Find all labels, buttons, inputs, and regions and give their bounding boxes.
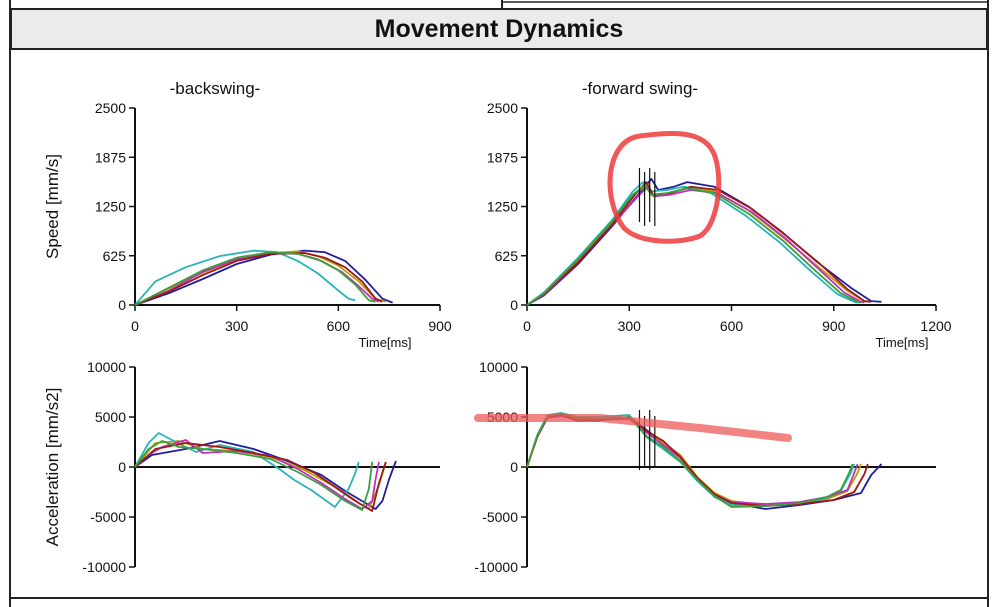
chart-title: -backswing- bbox=[170, 79, 261, 98]
series-line-trial-6 bbox=[134, 251, 376, 306]
header-bar bbox=[10, 8, 988, 50]
series-line-trial-5 bbox=[526, 181, 872, 306]
series-line-trial-6 bbox=[526, 184, 862, 306]
y-tick-label: -10000 bbox=[82, 559, 126, 575]
series-line-trial-4 bbox=[134, 252, 380, 306]
y-tick-label: 1250 bbox=[95, 199, 126, 215]
y-tick-label: 10000 bbox=[87, 359, 126, 375]
y-tick-label: -10000 bbox=[474, 559, 518, 575]
x-tick-label: 1200 bbox=[920, 318, 951, 334]
y-tick-label: -5000 bbox=[90, 509, 126, 525]
y-tick-label: 0 bbox=[118, 459, 126, 475]
series-line-trial-4 bbox=[134, 439, 380, 510]
series-line-trial-1 bbox=[134, 440, 397, 510]
annotation-layer bbox=[474, 130, 792, 442]
y-tick-label: 0 bbox=[510, 297, 518, 313]
series-line-trial-6 bbox=[134, 440, 374, 511]
y-tick-label: 5000 bbox=[95, 409, 126, 425]
series-line-trial-1 bbox=[526, 177, 882, 306]
series-line-trial-3 bbox=[526, 181, 858, 306]
annotation-stroke bbox=[474, 414, 792, 442]
series-line-trial-5 bbox=[134, 442, 387, 512]
chart-accel-backswing: -10000 -5000 0 5000 10000 Acceleration [mm/s2… bbox=[43, 359, 440, 575]
charts-layer: 0 625 1250 1875 2500 0 300 600 900 -backswing- Tim… bbox=[43, 79, 952, 575]
series-line-trial-4 bbox=[526, 185, 865, 306]
y-tick-label: 10000 bbox=[479, 359, 518, 375]
chart-speed-backswing: 0 625 1250 1875 2500 0 300 600 900 -backswing- Tim… bbox=[43, 79, 452, 350]
y-tick-label: 2500 bbox=[487, 100, 518, 116]
x-tick-label: 300 bbox=[225, 318, 249, 334]
y-tick-label: 0 bbox=[118, 297, 126, 313]
chart-speed-forward: 0 625 1250 1875 2500 0 300 600 900 1200 -forward s… bbox=[487, 79, 952, 350]
y-tick-label: 2500 bbox=[95, 100, 126, 116]
y-axis-label: Speed [mm/s] bbox=[43, 154, 62, 259]
y-tick-label: -5000 bbox=[482, 509, 518, 525]
series-line-trial-1 bbox=[134, 249, 393, 306]
x-tick-label: 600 bbox=[720, 318, 744, 334]
series-line-trial-5 bbox=[134, 252, 383, 306]
y-tick-label: 625 bbox=[103, 248, 127, 264]
x-tick-label: 0 bbox=[523, 318, 531, 334]
series-line-trial-3 bbox=[134, 432, 360, 508]
x-tick-label: 300 bbox=[618, 318, 642, 334]
x-tick-label: 600 bbox=[327, 318, 351, 334]
page-title: Movement Dynamics bbox=[374, 15, 624, 43]
y-tick-label: 1250 bbox=[487, 199, 518, 215]
x-tick-label: 0 bbox=[131, 318, 139, 334]
y-tick-label: 1875 bbox=[487, 149, 518, 165]
series-line-trial-2 bbox=[526, 184, 868, 306]
y-tick-label: 1875 bbox=[95, 149, 126, 165]
y-axis-label: Acceleration [mm/s2] bbox=[43, 388, 62, 547]
x-axis-label: Time[ms] bbox=[359, 335, 412, 350]
chart-title: -forward swing- bbox=[582, 79, 698, 98]
annotation-circle bbox=[607, 130, 722, 244]
x-tick-label: 900 bbox=[822, 318, 846, 334]
y-tick-label: 0 bbox=[510, 459, 518, 475]
y-tick-label: 625 bbox=[495, 248, 519, 264]
x-axis-label: Time[ms] bbox=[876, 335, 929, 350]
x-tick-label: 900 bbox=[428, 318, 452, 334]
